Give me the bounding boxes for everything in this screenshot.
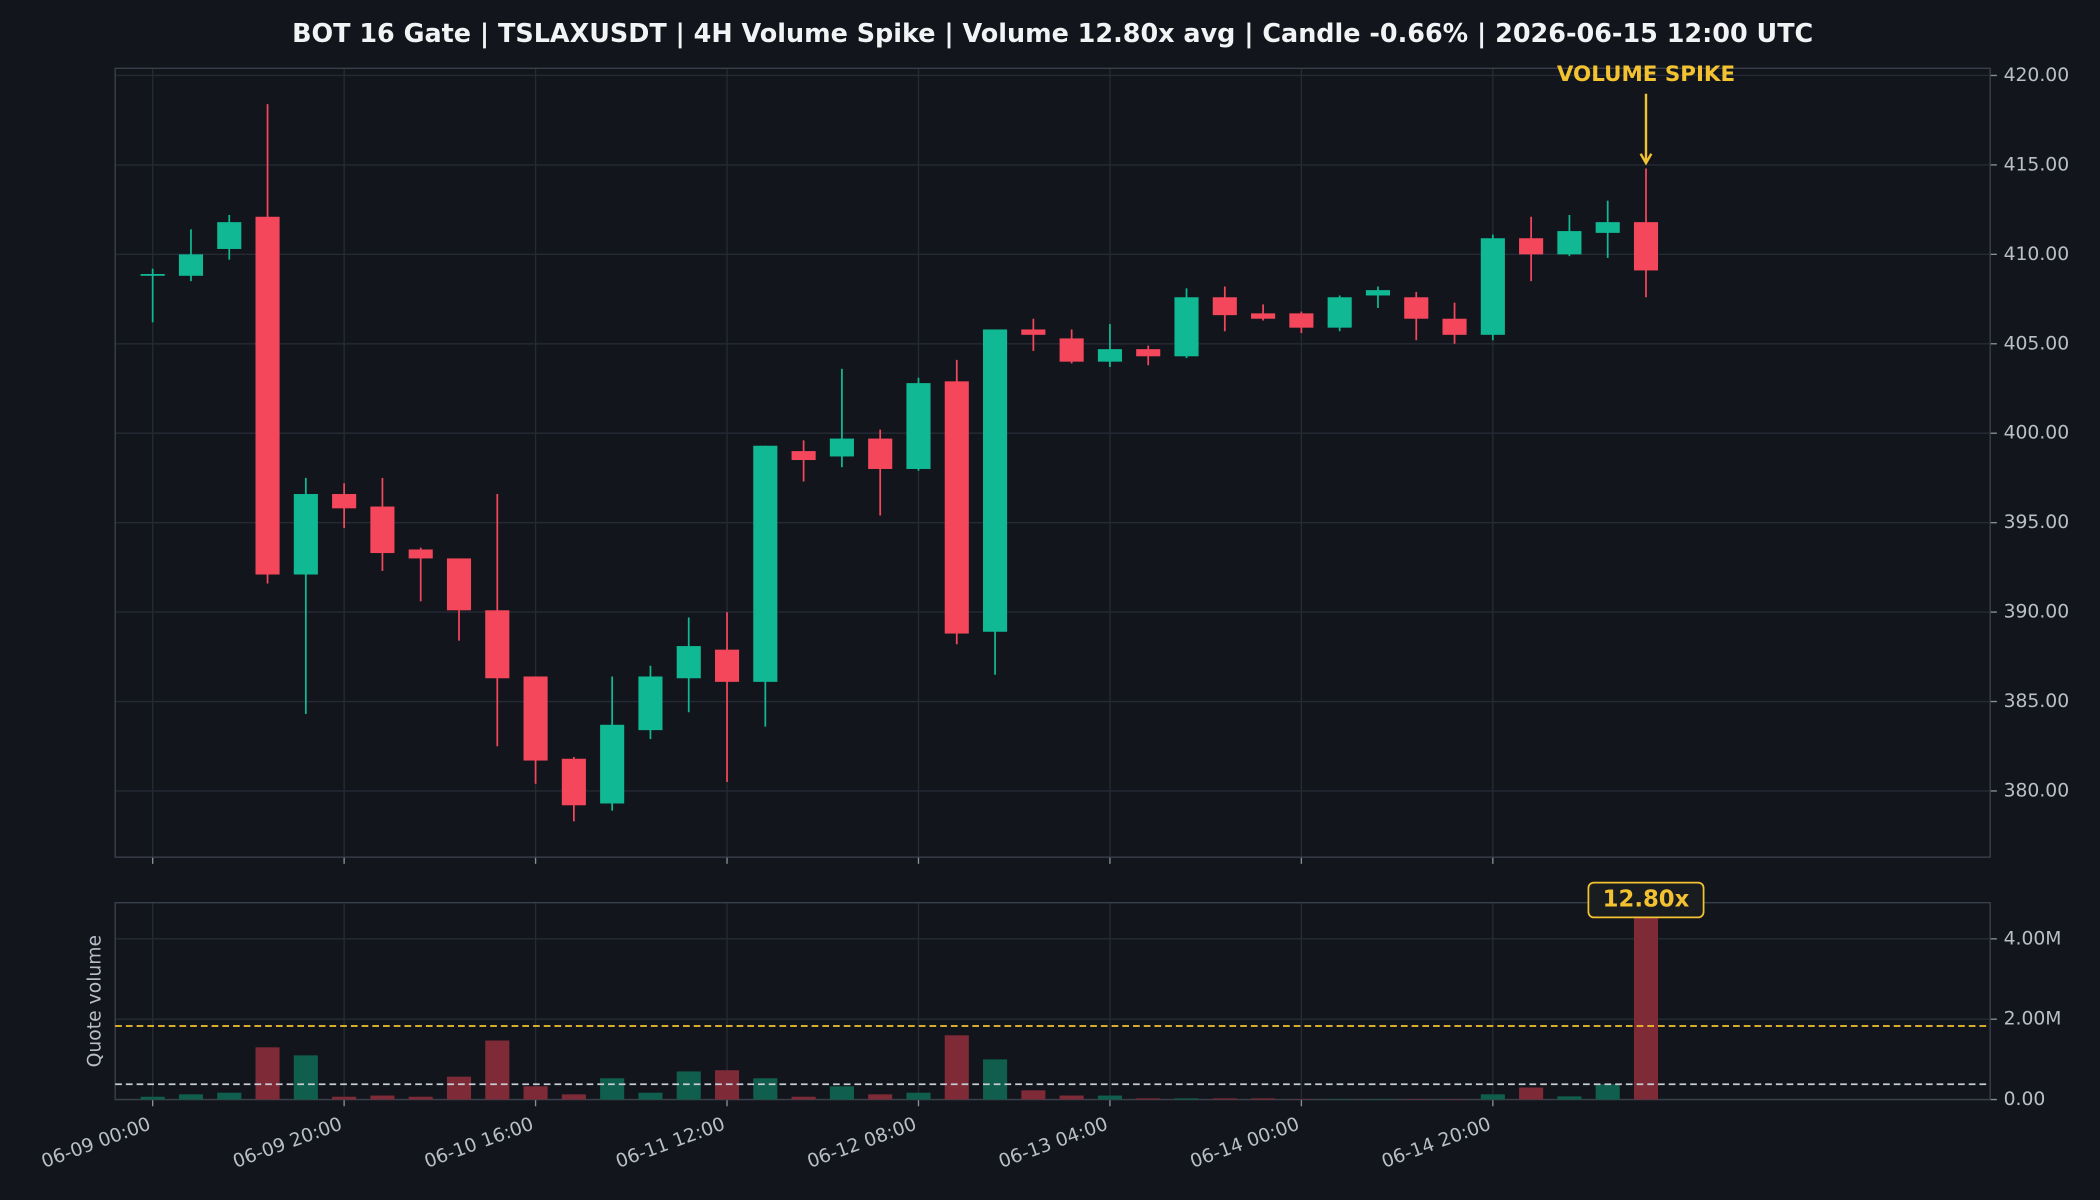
volume-bar xyxy=(255,1047,280,1100)
candle-body xyxy=(906,383,931,469)
candle-body xyxy=(753,445,778,682)
volume-bar xyxy=(1557,1096,1582,1100)
y-tick-label: 385.00 xyxy=(2004,691,2070,712)
volume-bar xyxy=(1251,1098,1276,1100)
candle-body xyxy=(1365,290,1391,296)
candle-body xyxy=(1404,297,1429,319)
volume-bar xyxy=(1174,1098,1199,1100)
chart-title: BOT 16 Gate | TSLAXUSDT | 4H Volume Spik… xyxy=(292,18,1813,48)
annotation: VOLUME SPIKE xyxy=(1557,62,1735,87)
candle-body xyxy=(1327,297,1352,328)
candle-body xyxy=(983,329,1008,632)
candle-body xyxy=(1480,238,1505,335)
y-tick-label: 380.00 xyxy=(2004,780,2070,801)
y-tick-label: 4.00M xyxy=(2004,928,2062,949)
candle-body xyxy=(1595,222,1620,233)
candle-body xyxy=(408,549,433,559)
volume-bar xyxy=(600,1078,625,1100)
y-tick-label: 420.00 xyxy=(2004,65,2070,86)
volume-bar xyxy=(906,1092,931,1100)
candle-body xyxy=(1136,349,1161,357)
volume-bar xyxy=(638,1092,663,1100)
candle-body xyxy=(293,494,318,575)
y-tick-label: 390.00 xyxy=(2004,602,2070,623)
candle-body xyxy=(791,451,816,461)
volume-bar xyxy=(140,1096,165,1100)
volume-bar xyxy=(332,1096,357,1100)
candle-body xyxy=(714,649,740,682)
candle-body xyxy=(1251,313,1276,319)
candle-body xyxy=(140,274,165,276)
volume-bar xyxy=(868,1094,893,1100)
candle-body xyxy=(676,646,701,679)
volume-bar xyxy=(370,1095,395,1100)
volume-bar xyxy=(829,1086,854,1100)
y-tick-label: 395.00 xyxy=(2004,512,2070,533)
volume-bar xyxy=(1212,1098,1237,1100)
y-tick-label: 410.00 xyxy=(2004,244,2070,265)
volume-bar xyxy=(1633,904,1659,1100)
price-panel-border xyxy=(114,67,1991,858)
candle-body xyxy=(868,438,893,469)
volume-bar xyxy=(1097,1095,1122,1100)
y-tick-label: 0.00 xyxy=(2004,1089,2046,1110)
volume-bar xyxy=(561,1094,586,1100)
volume-bar xyxy=(1021,1090,1046,1100)
candle-body xyxy=(1097,349,1122,362)
candle-body xyxy=(638,676,663,731)
candle-body xyxy=(370,506,395,554)
candle-body xyxy=(217,222,242,249)
candle-body xyxy=(178,254,204,276)
y-tick-label: 415.00 xyxy=(2004,154,2070,175)
candle-body xyxy=(485,610,510,679)
volume-bar xyxy=(1059,1095,1084,1100)
annotation: 12.80x xyxy=(1603,887,1690,913)
candle-body xyxy=(1174,297,1199,357)
candle-body xyxy=(332,494,357,509)
candle-body xyxy=(561,758,586,806)
volume-bar xyxy=(1480,1094,1505,1100)
y-tick-label: 400.00 xyxy=(2004,423,2070,444)
candle-body xyxy=(1021,329,1046,335)
candle-body xyxy=(1289,313,1314,328)
y-tick-label: 2.00M xyxy=(2004,1009,2062,1030)
volume-bar xyxy=(446,1076,472,1100)
y-tick-label: 405.00 xyxy=(2004,333,2070,354)
volume-bar xyxy=(944,1035,969,1100)
volume-bar xyxy=(1519,1087,1544,1100)
volume-bar xyxy=(983,1059,1008,1100)
volume-bar xyxy=(293,1055,318,1100)
volume-bar xyxy=(485,1040,510,1100)
y-axis-label: Quote volume xyxy=(85,935,106,1067)
candle-body xyxy=(1212,297,1237,316)
candle-body xyxy=(523,676,548,761)
volume-bar xyxy=(1136,1098,1161,1100)
candle-body xyxy=(1519,238,1544,255)
volume-bar xyxy=(178,1094,204,1100)
volume-bar xyxy=(408,1096,433,1100)
candle-body xyxy=(1633,222,1659,271)
candle-body xyxy=(1059,338,1084,362)
candle-body xyxy=(600,724,625,804)
volume-bar xyxy=(217,1092,242,1100)
volume-bar xyxy=(753,1078,778,1100)
annotation-box xyxy=(1587,881,1705,919)
volume-bar xyxy=(1595,1084,1620,1100)
volume-bar xyxy=(791,1096,816,1100)
candle-body xyxy=(829,438,854,457)
candle-body xyxy=(944,381,969,634)
annotation-arrowhead xyxy=(1639,153,1653,166)
volume-panel-border xyxy=(114,902,1991,1101)
volume-bar xyxy=(676,1071,701,1100)
candle-body xyxy=(1557,231,1582,255)
candle-body xyxy=(446,558,472,611)
candle-body xyxy=(255,216,280,575)
candle-body xyxy=(1442,318,1467,335)
volume-bar xyxy=(523,1086,548,1100)
